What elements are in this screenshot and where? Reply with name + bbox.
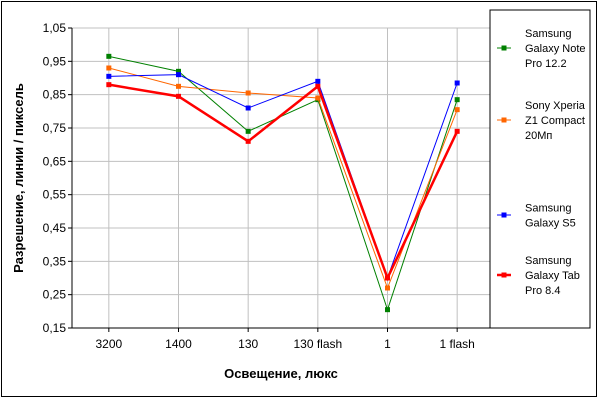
data-point [106,73,112,79]
y-tick-label: 0,45 [43,221,67,235]
legend-label: Galaxy S5 [525,218,576,230]
series-2 [106,65,460,291]
y-tick-label: 0,25 [43,288,67,302]
series-line [108,55,458,312]
data-point [176,68,181,74]
legend-marker [501,117,507,123]
series-line [108,74,458,280]
data-point [315,78,321,84]
x-tick-label: 130 [238,337,258,351]
y-tick-label: 0,65 [43,154,67,168]
x-tick-label: 1 [384,337,391,351]
legend-label: Pro 12.2 [525,58,567,70]
legend-label: Sony Xperia [525,100,586,112]
data-point [385,285,390,291]
y-axis-label: Разрешение, линии / пиксель [11,83,26,273]
legend-label: Galaxy Note [525,43,586,55]
x-axis-label: Освещение, люкс [224,366,338,381]
y-tick-label: 0,95 [43,54,67,68]
data-point [176,83,181,89]
data-point [385,307,390,313]
y-tick-label: 0,35 [43,254,67,268]
y-tick-label: 0,85 [43,88,67,102]
data-point [454,80,460,86]
legend-marker [501,272,507,278]
series-line [108,83,459,282]
data-point [315,95,321,101]
x-tick-label: 130 flash [293,337,342,351]
data-point [176,72,181,78]
y-tick-label: 1,05 [43,21,67,35]
legend-label: Samsung [525,28,571,40]
legend-label: 20Мп [525,130,552,142]
data-point [106,65,112,71]
data-point [106,82,112,88]
legend-marker [501,212,507,218]
legend: Samsung Galaxy Note Pro 12.2 Sony Xperia Z1 … [489,9,591,329]
y-tick-label: 0,55 [43,188,67,202]
series-4 [106,82,460,282]
legend-label: Pro 8.4 [525,285,560,297]
legend-label: Samsung [525,255,571,267]
data-point [106,53,112,59]
legend-marker [501,45,507,51]
data-point [315,83,321,89]
y-tick-label: 0,75 [43,121,67,135]
data-point [245,90,251,96]
x-tick-label: 3200 [95,337,122,351]
legend-label: Samsung [525,203,571,215]
data-point [245,138,251,144]
data-point [385,275,390,281]
x-tick-label: 1 flash [439,337,474,351]
legend-box [489,9,591,329]
data-point [454,97,460,103]
x-tick-label: 1400 [165,337,192,351]
data-point [454,107,460,113]
series-3 [106,72,460,281]
data-point [245,105,251,111]
y-tick-label: 0,15 [43,321,67,335]
series-line [108,67,458,290]
data-point [176,93,181,99]
legend-label: Galaxy Tab [525,270,580,282]
data-point [245,128,251,134]
data-point [454,128,460,134]
legend-label: Z1 Compact [525,115,585,127]
